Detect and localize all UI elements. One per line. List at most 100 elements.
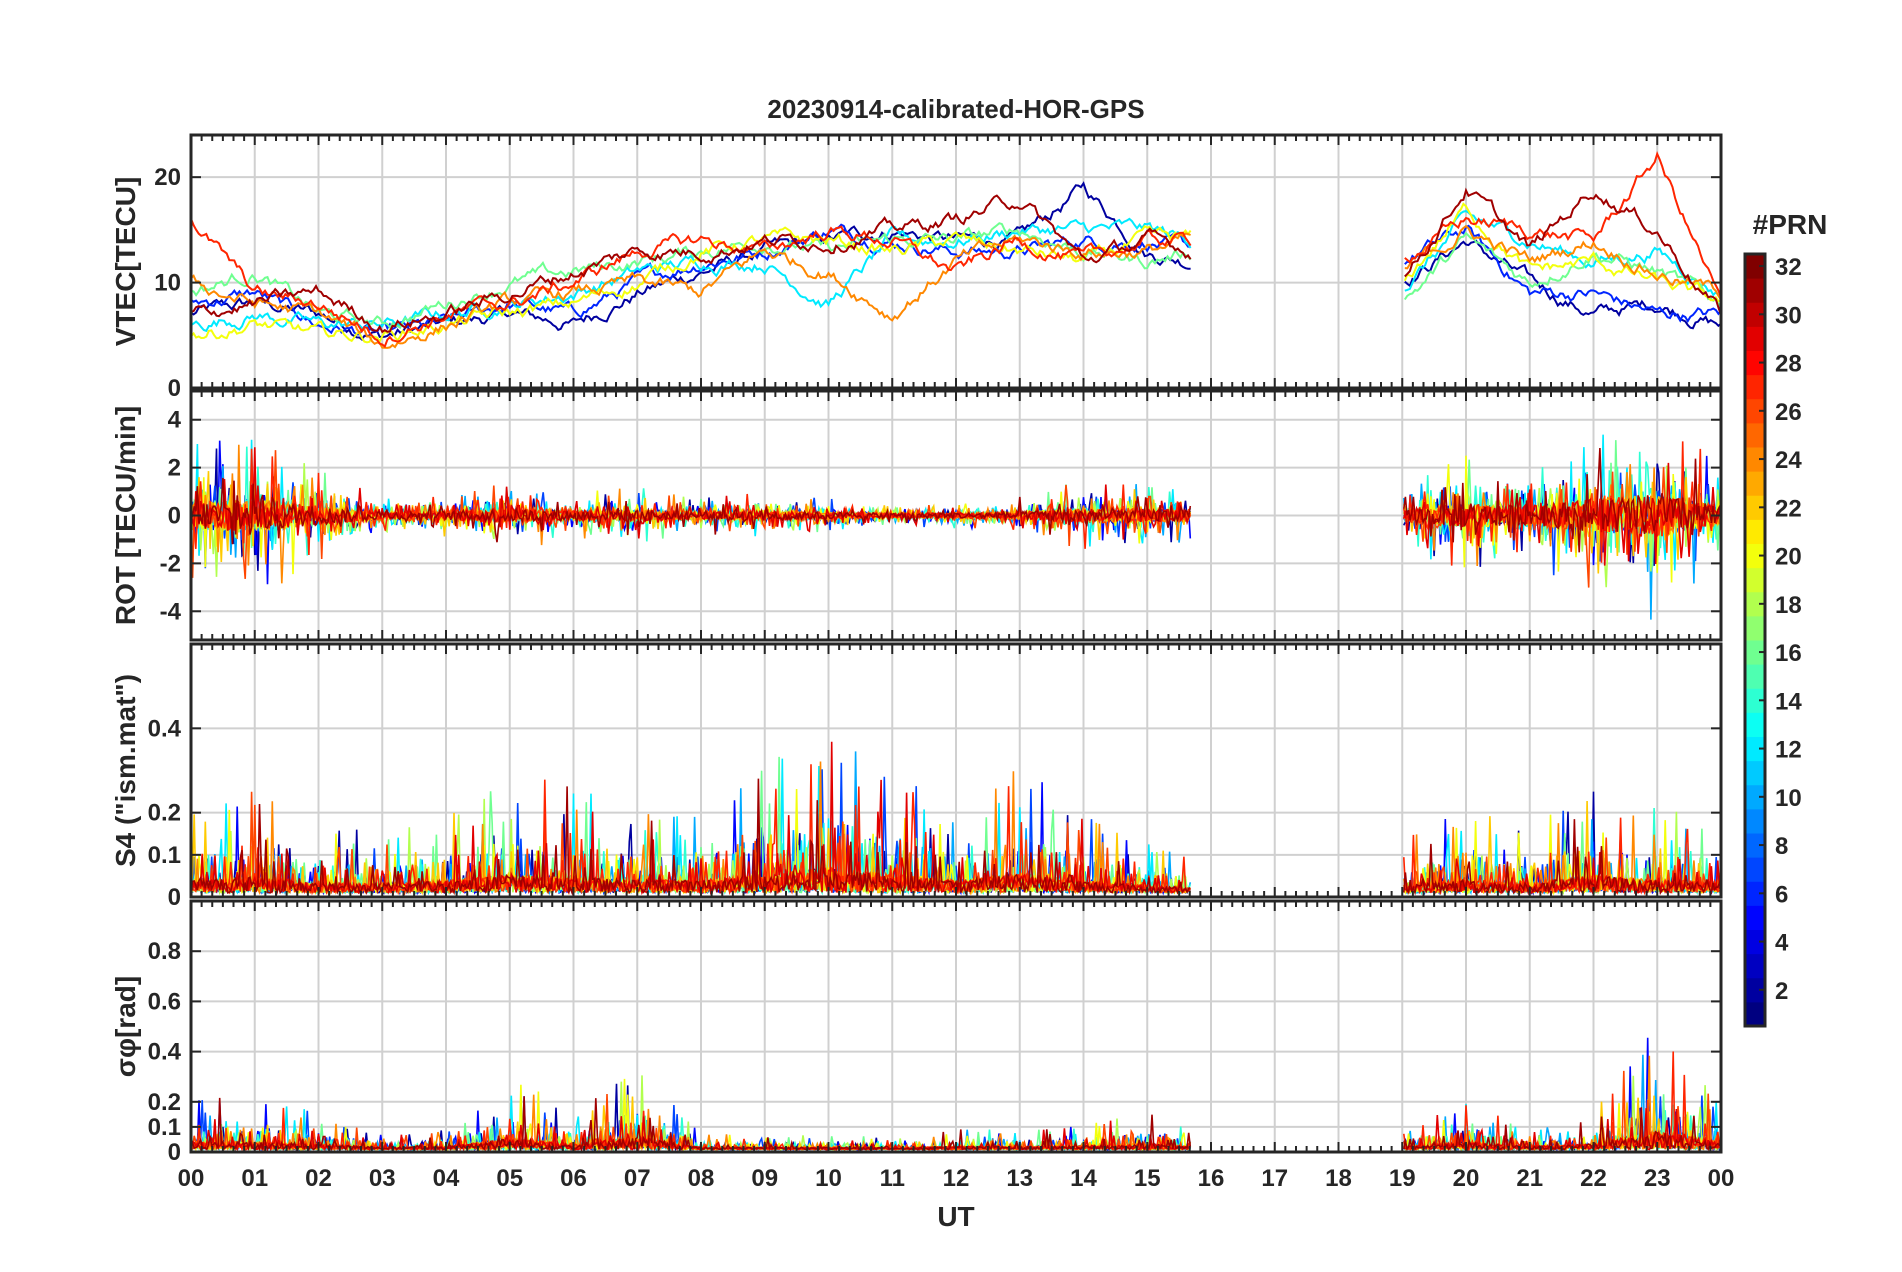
colorbar-band <box>1745 422 1765 448</box>
x-tick-label: 06 <box>560 1165 587 1192</box>
y-tick-label: 0.8 <box>148 938 181 965</box>
colorbar-band <box>1745 543 1765 569</box>
x-tick-label: 00 <box>178 1165 205 1192</box>
y-axis-label-vtec: VTEC[TECU] <box>110 177 141 347</box>
y-axis-label-rot: ROT [TECU/min] <box>110 406 141 625</box>
colorbar-band <box>1745 326 1765 351</box>
rot-line-prn-31 <box>191 477 1192 545</box>
x-tick-label: 11 <box>880 1165 905 1192</box>
vtec-line-prn-6 <box>1404 224 1721 324</box>
colorbar-band <box>1745 808 1765 834</box>
vtec-line-prn-20 <box>191 225 1192 344</box>
y-tick-label: 0.1 <box>148 1114 181 1141</box>
colorbar-band <box>1745 929 1765 955</box>
x-tick-label: 07 <box>624 1165 651 1192</box>
y-tick-label: 20 <box>154 164 181 191</box>
s4-line-prn-29 <box>191 741 1191 896</box>
colorbar-band <box>1745 977 1765 1003</box>
x-tick-label: 02 <box>305 1165 332 1192</box>
vtec-line-prn-31 <box>1404 187 1721 316</box>
colorbar-tick-label: 16 <box>1775 640 1802 667</box>
colorbar-tick-label: 30 <box>1775 302 1802 329</box>
panel-sigma: 00.10.2 0.4 0.6 0.8 σφ[rad] 00 01 02 03 04 05 06 07 0… <box>110 899 1735 1192</box>
y-tick-label: 0.2 <box>148 1089 181 1116</box>
colorbar-band <box>1745 760 1765 786</box>
vtec-line-prn-24 <box>191 232 1191 349</box>
colorbar-band <box>1745 953 1765 979</box>
colorbar-tick-label: 10 <box>1775 785 1802 812</box>
colorbar-band <box>1745 567 1765 593</box>
y-tick-label: 10 <box>154 270 181 297</box>
colorbar-band <box>1745 495 1765 520</box>
colorbar-band <box>1745 664 1765 689</box>
x-tick-label: 23 <box>1644 1165 1671 1192</box>
x-tick-label: 13 <box>1006 1165 1033 1192</box>
y-tick-label: 0 <box>168 375 181 402</box>
y-tick-label: 0.4 <box>148 715 182 742</box>
colorbar-tick-label: 8 <box>1775 833 1788 860</box>
x-tick-label: 18 <box>1325 1165 1352 1192</box>
colorbar-label: #PRN <box>1753 209 1828 240</box>
vtec-line-prn-2 <box>1404 239 1721 330</box>
colorbar-band <box>1745 784 1765 810</box>
colorbar-band <box>1745 640 1765 665</box>
x-tick-label: 17 <box>1261 1165 1288 1192</box>
y-tick-label: -2 <box>160 550 181 577</box>
y-tick-label: 0.4 <box>148 1039 182 1066</box>
colorbar-tick-label: 22 <box>1775 495 1802 522</box>
colorbar-tick-label: 6 <box>1775 881 1788 908</box>
chart-title: 20230914-calibrated-HOR-GPS <box>767 94 1144 124</box>
panel-s4: 0 0.1 0.2 0.4 S4 ("ism.mat") <box>110 642 1723 911</box>
y-tick-label: 0.2 <box>148 800 181 827</box>
colorbar-band <box>1745 688 1765 713</box>
panel-vtec: 0 10 20 VTEC[TECU] <box>110 133 1723 402</box>
colorbar-band <box>1745 591 1765 617</box>
x-tick-label: 22 <box>1580 1165 1607 1192</box>
y-tick-label: 0 <box>168 884 181 911</box>
colorbar-band <box>1745 471 1765 496</box>
y-tick-label: 0 <box>168 1139 181 1166</box>
y-axis-label-s4: S4 ("ism.mat") <box>110 674 141 867</box>
colorbar-band <box>1745 615 1765 641</box>
panel-data-vtec <box>191 151 1721 349</box>
x-tick-label: 16 <box>1198 1165 1225 1192</box>
colorbar-tick-label: 32 <box>1775 254 1802 281</box>
vtec-line-prn-27 <box>1404 151 1721 298</box>
vtec-line-prn-27 <box>191 218 1192 349</box>
colorbar-band <box>1745 857 1765 882</box>
s4-line-prn-31 <box>191 778 1191 896</box>
y-tick-label: 4 <box>168 407 182 434</box>
colorbar-band <box>1745 302 1765 327</box>
panel-data-rot <box>191 434 1721 620</box>
y-tick-label: 0.1 <box>148 842 181 869</box>
colorbar-tick-label: 2 <box>1775 978 1788 1005</box>
colorbar-tick-label: 26 <box>1775 399 1802 426</box>
y-tick-label: 0 <box>168 503 181 530</box>
rot-line-prn-31 <box>1403 447 1721 553</box>
x-tick-label: 12 <box>943 1165 970 1192</box>
x-tick-label: 09 <box>751 1165 778 1192</box>
colorbar-band <box>1745 398 1765 424</box>
colorbar-band <box>1745 833 1765 858</box>
rot-line-prn-29 <box>191 447 1191 540</box>
s4-line-prn-31 <box>1403 819 1721 896</box>
panel-rot: -4 -2 0 2 4 ROT [TECU/min] <box>110 389 1723 642</box>
colorbar-band <box>1745 519 1765 544</box>
x-tick-label: 20 <box>1453 1165 1480 1192</box>
y-tick-label: 2 <box>168 455 181 482</box>
x-tick-label: 01 <box>241 1165 268 1192</box>
colorbar-band <box>1745 447 1765 472</box>
colorbar-tick-label: 12 <box>1775 737 1802 764</box>
x-tick-label: 08 <box>688 1165 715 1192</box>
colorbar-band <box>1745 1001 1765 1027</box>
x-tick-label: 00 <box>1708 1165 1735 1192</box>
colorbar-frame <box>1743 252 1767 1028</box>
panel-data-s4 <box>191 741 1721 896</box>
vtec-line-prn-16 <box>1403 231 1721 310</box>
colorbar-band <box>1745 881 1765 906</box>
colorbar-band <box>1745 350 1765 376</box>
x-tick-label: 14 <box>1070 1165 1097 1192</box>
